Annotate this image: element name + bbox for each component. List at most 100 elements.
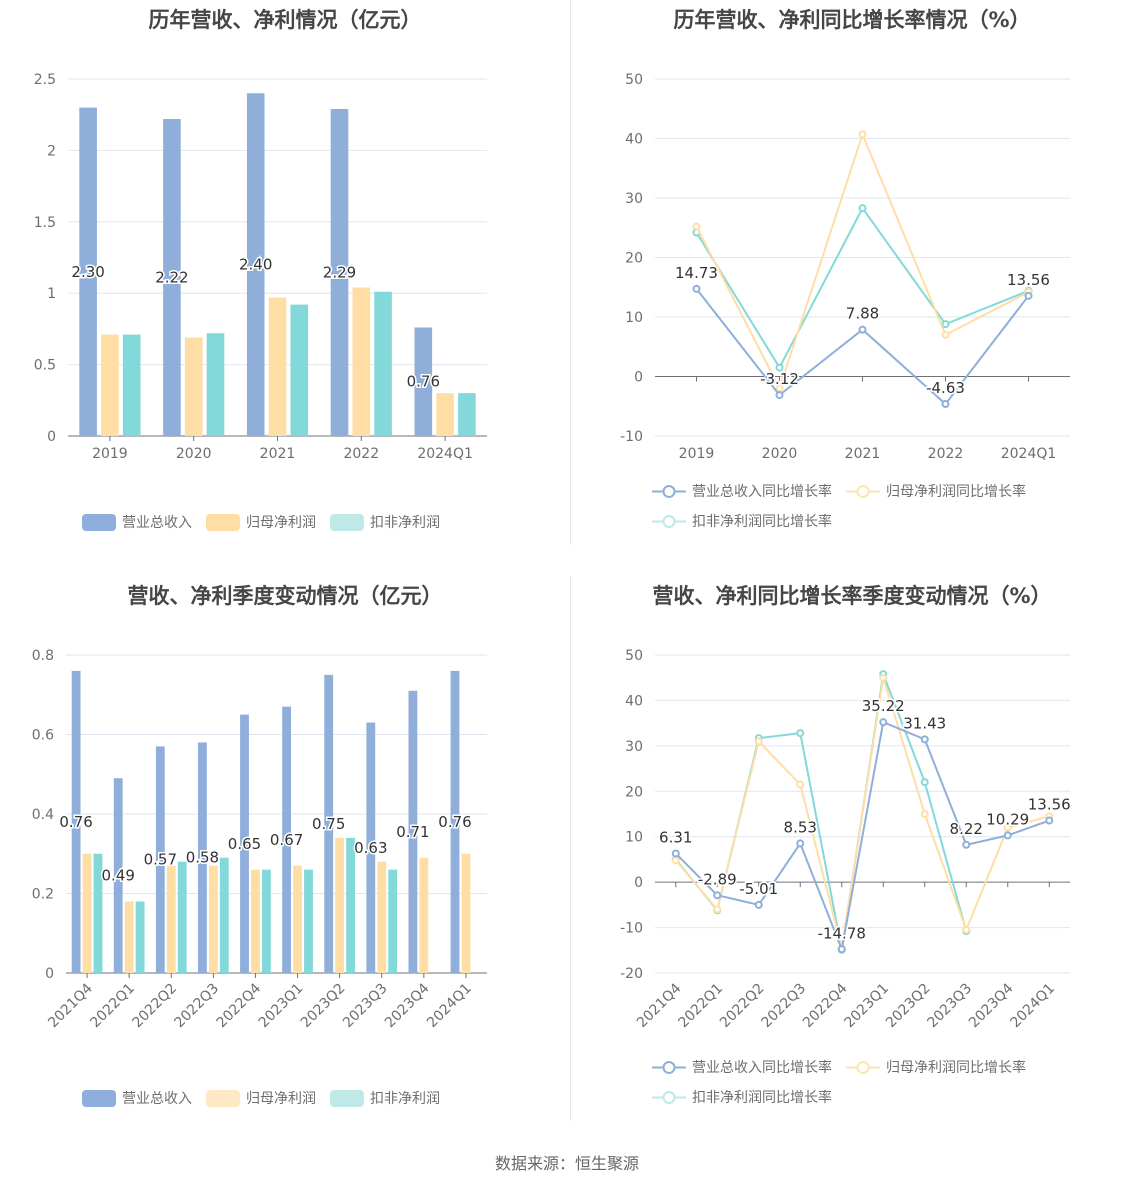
bar-value-label: 2.22 (155, 268, 188, 286)
data-point (879, 718, 888, 727)
quarterly-growth-panel: 营收、净利同比增长率季度变动情况（%） -20 -10 0 10 20 30 40 50 202… (570, 576, 1134, 1136)
x-tick-label: 2024Q1 (417, 446, 473, 462)
bar-net-profit (377, 861, 387, 973)
line-value-label: 13.56 (1028, 796, 1071, 814)
bar-revenue (366, 722, 376, 973)
bar-revenue (163, 118, 181, 436)
legend-revenue[interactable]: 营业总收入 (82, 507, 192, 537)
bar-revenue (282, 706, 292, 973)
legend-net-growth[interactable]: 归母净利润同比增长率 (846, 476, 1026, 506)
bar-deducted-profit (346, 837, 356, 973)
x-tick-label: 2020 (176, 446, 212, 462)
data-point (692, 222, 701, 231)
legend-line-swatch (652, 1090, 686, 1104)
data-point (920, 735, 929, 744)
bar-revenue (113, 778, 123, 973)
data-point (858, 130, 867, 139)
legend-net-profit[interactable]: 归母净利润 (206, 1083, 316, 1113)
bar-deducted-profit (374, 291, 392, 436)
legend-net-profit[interactable]: 归母净利润 (206, 507, 316, 537)
quarter-line-legend: 营业总收入同比增长率 归母净利润同比增长率 扣非净利润同比增长率 (652, 1052, 1122, 1112)
bar-revenue (450, 670, 460, 973)
legend-revenue[interactable]: 营业总收入 (82, 1083, 192, 1113)
data-point (754, 900, 763, 909)
legend-label: 营业总收入同比增长率 (692, 484, 832, 500)
bar-net-profit (251, 869, 260, 973)
y-tick-label: 20 (625, 251, 643, 267)
y-tick-label: 30 (625, 739, 643, 755)
line-value-label: 6.31 (659, 828, 692, 846)
legend-swatch (82, 513, 116, 531)
data-point (879, 673, 888, 682)
bar-deducted-profit (219, 857, 229, 973)
bar-value-label: 2.29 (323, 263, 356, 281)
x-tick-label: 2022Q2 (717, 981, 768, 1032)
annual-line-title: 历年营收、净利同比增长率情况（%） (673, 8, 1031, 32)
data-point (1003, 831, 1012, 840)
line-value-label: 8.53 (784, 818, 817, 836)
bar-deducted-profit (135, 901, 145, 973)
legend-revenue-growth[interactable]: 营业总收入同比增长率 (652, 476, 832, 506)
bar-net-profit (335, 837, 345, 973)
data-point (837, 945, 846, 954)
x-tick-label: 2023Q4 (382, 980, 433, 1031)
bar-value-label: 2.30 (71, 263, 104, 281)
line-value-label: 13.56 (1007, 271, 1050, 289)
legend-revenue-growth[interactable]: 营业总收入同比增长率 (652, 1052, 832, 1082)
data-point (1024, 291, 1033, 300)
line-value-label: 7.88 (846, 305, 879, 323)
x-tick-label: 2023Q1 (841, 981, 892, 1032)
legend-deducted-growth[interactable]: 扣非净利润同比增长率 (652, 506, 832, 536)
legend-deducted-profit[interactable]: 扣非净利润 (330, 1083, 440, 1113)
bar-net-profit (436, 393, 454, 436)
data-point (671, 856, 680, 865)
data-point (1045, 816, 1054, 825)
y-tick-label: 0 (634, 370, 643, 386)
y-tick-label: 40 (625, 693, 643, 709)
data-point (858, 325, 867, 334)
y-tick-label: 40 (625, 132, 643, 148)
y-tick-label: 10 (625, 830, 643, 846)
legend-line-swatch (846, 484, 880, 498)
bar-value-label: 0.71 (396, 823, 429, 841)
line-value-label: 8.22 (950, 820, 983, 838)
bar-net-profit (419, 857, 429, 973)
data-point (920, 778, 929, 787)
bar-deducted-profit (290, 304, 309, 436)
x-tick-label: 2019 (92, 446, 128, 462)
x-tick-label: 2021Q4 (45, 980, 96, 1031)
y-tick-label: 0.6 (32, 728, 54, 744)
bar-net-profit (293, 865, 302, 973)
bar-deducted-profit (177, 861, 187, 973)
bar-deducted-profit (458, 393, 476, 436)
bar-deducted-profit (93, 853, 103, 973)
x-tick-label: 2023Q2 (883, 981, 934, 1032)
legend-deducted-growth[interactable]: 扣非净利润同比增长率 (652, 1082, 832, 1112)
annual-line-legend: 营业总收入同比增长率 归母净利润同比增长率 扣非净利润同比增长率 (652, 476, 1122, 536)
annual-growth-chart: -10 0 10 20 30 40 50 2019 2020 2021 2022 2024Q1 14.7… (620, 72, 1070, 462)
line-value-label: 10.29 (986, 810, 1029, 828)
bar-deducted-profit (261, 869, 271, 973)
legend-swatch (82, 1089, 116, 1107)
bar-value-label: 0.63 (354, 839, 387, 857)
legend-deducted-profit[interactable]: 扣非净利润 (330, 507, 440, 537)
legend-label: 营业总收入 (122, 1091, 192, 1107)
y-tick-label: 20 (625, 784, 643, 800)
x-tick-label: 2022Q1 (87, 981, 138, 1032)
x-tick-label: 2020 (762, 446, 798, 462)
legend-label: 扣非净利润 (370, 515, 440, 531)
quarter-bar-title: 营收、净利季度变动情况（亿元） (127, 584, 443, 608)
bar-revenue (197, 742, 207, 973)
x-tick-label: 2022Q4 (214, 980, 265, 1031)
bar-net-profit (124, 901, 134, 973)
bar-net-profit (101, 334, 119, 436)
bar-net-profit (184, 337, 203, 436)
quarter-bar-legend: 营业总收入 归母净利润 扣非净利润 (82, 1083, 454, 1113)
bar-revenue (79, 107, 97, 436)
data-point (796, 839, 805, 848)
annual-growth-panel: 历年营收、净利同比增长率情况（%） -10 0 10 20 30 40 50 2019 2020… (570, 0, 1134, 560)
x-tick-label: 2021 (260, 446, 296, 462)
y-tick-label: 1 (47, 286, 56, 302)
annual-bar-legend: 营业总收入 归母净利润 扣非净利润 (82, 507, 454, 537)
legend-net-growth[interactable]: 归母净利润同比增长率 (846, 1052, 1026, 1082)
